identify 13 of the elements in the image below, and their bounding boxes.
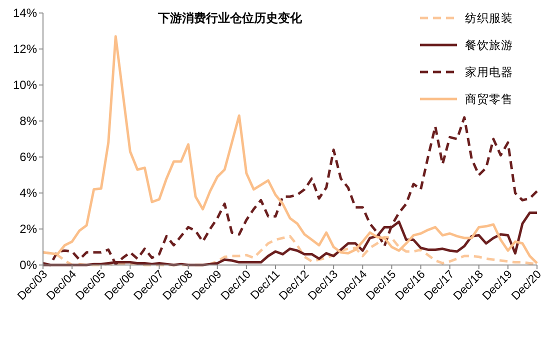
y-tick-label: 14%: [12, 6, 38, 20]
y-tick-label: 6%: [20, 150, 38, 164]
legend-label: 纺织服装: [465, 11, 513, 26]
y-tick-label: 0%: [20, 258, 38, 272]
legend-label: 商贸零售: [465, 92, 513, 106]
legend-label: 家用电器: [465, 65, 513, 80]
chart-title: 下游消费行业仓位历史变化: [157, 11, 303, 25]
y-tick-label: 2%: [20, 222, 38, 236]
y-tick-label: 4%: [20, 186, 38, 200]
y-tick-label: 8%: [20, 114, 38, 128]
y-tick-label: 12%: [12, 42, 38, 56]
y-tick-label: 10%: [12, 78, 38, 92]
legend-label: 餐饮旅游: [465, 39, 513, 52]
